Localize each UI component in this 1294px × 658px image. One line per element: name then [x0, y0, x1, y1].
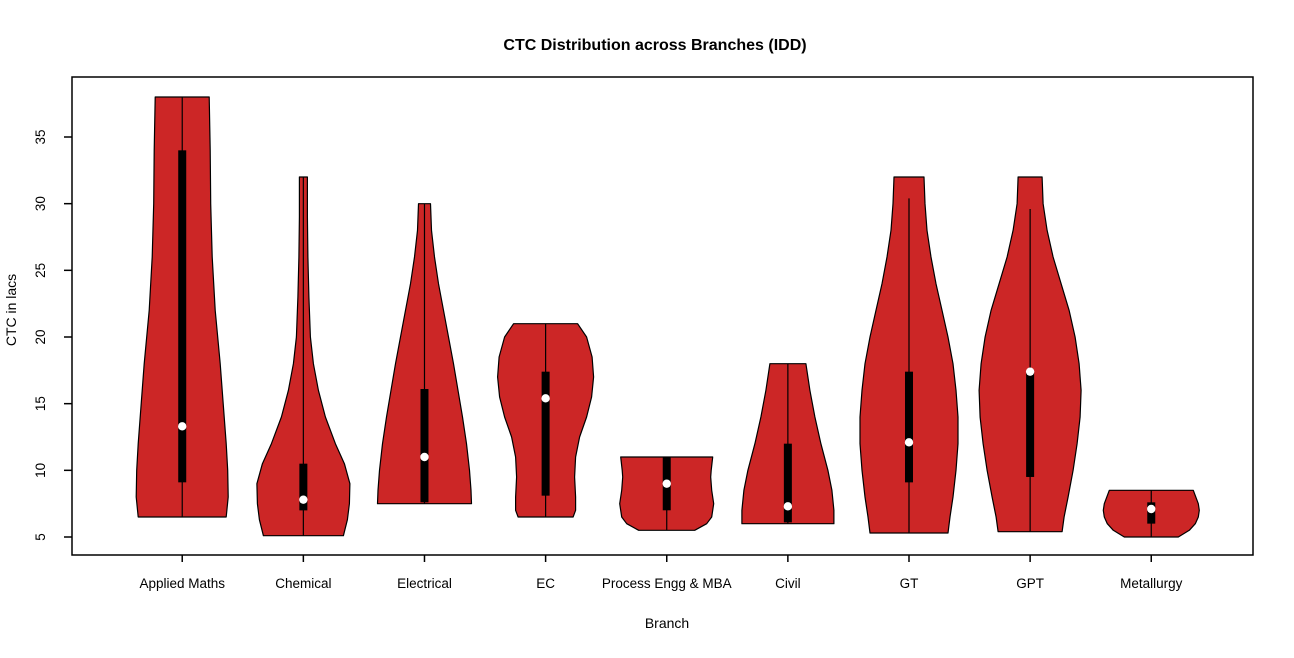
x-tick-label-applied-maths: Applied Maths [139, 576, 225, 591]
plot-frame [71, 76, 1254, 556]
iqr-box-gpt [1026, 371, 1035, 477]
chart-title: CTC Distribution across Branches (IDD) [503, 37, 806, 54]
y-tick-label: 25 [33, 263, 48, 278]
x-axis-label: Branch [645, 615, 689, 631]
y-tick-label: 10 [33, 463, 48, 478]
y-tick-label: 20 [33, 329, 48, 344]
median-dot-process-engg-mba [662, 479, 671, 488]
y-axis-label: CTC in lacs [3, 274, 19, 346]
y-tick-label: 30 [33, 196, 48, 211]
median-dot-civil [783, 502, 793, 511]
iqr-box-applied-maths [178, 150, 187, 483]
x-tick-label-metallurgy: Metallurgy [1120, 576, 1183, 591]
x-tick-label-electrical: Electrical [397, 576, 452, 591]
median-dot-gpt [1025, 367, 1035, 376]
median-dot-ec [541, 394, 550, 403]
iqr-box-civil [783, 443, 792, 523]
iqr-box-ec [541, 371, 550, 496]
y-tick-label: 5 [33, 533, 48, 541]
y-tick-label: 35 [33, 129, 48, 144]
iqr-box-gt [904, 371, 913, 483]
x-tick-label-ec: EC [536, 576, 555, 591]
x-tick-label-gt: GT [900, 576, 919, 591]
iqr-box-electrical [420, 389, 429, 503]
x-tick-label-gpt: GPT [1016, 576, 1044, 591]
iqr-box-chemical [299, 463, 308, 511]
median-dot-applied-maths [178, 422, 187, 431]
x-tick-label-chemical: Chemical [275, 576, 331, 591]
median-dot-gt [904, 438, 914, 447]
median-dot-metallurgy [1147, 504, 1156, 514]
y-tick-label: 15 [33, 396, 48, 411]
median-dot-chemical [299, 495, 308, 504]
x-tick-label-process-engg-mba: Process Engg & MBA [602, 576, 732, 591]
x-tick-label-civil: Civil [775, 576, 801, 591]
plot-area: 5 10 15 20 25 30 35 Applied Maths Chemical Electr… [33, 76, 1254, 591]
median-dot-electrical [420, 452, 429, 462]
